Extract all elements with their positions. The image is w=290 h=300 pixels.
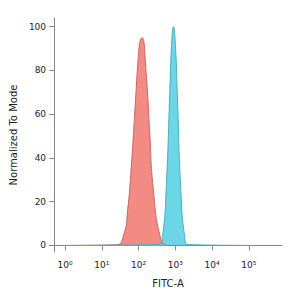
svg-text:10⁵: 10⁵	[241, 260, 256, 270]
svg-text:100: 100	[29, 22, 46, 32]
svg-text:10¹: 10¹	[94, 260, 109, 270]
svg-text:10⁰: 10⁰	[58, 260, 73, 270]
svg-text:Normalized To Mode: Normalized To Mode	[8, 85, 19, 186]
svg-text:40: 40	[35, 153, 47, 163]
svg-text:60: 60	[35, 109, 47, 119]
svg-text:0: 0	[40, 240, 46, 250]
svg-text:20: 20	[35, 197, 47, 207]
svg-text:10⁴: 10⁴	[205, 260, 220, 270]
svg-text:10²: 10²	[131, 260, 146, 270]
svg-text:80: 80	[35, 65, 47, 75]
svg-text:10³: 10³	[168, 260, 183, 270]
svg-text:FITC-A: FITC-A	[152, 278, 184, 289]
